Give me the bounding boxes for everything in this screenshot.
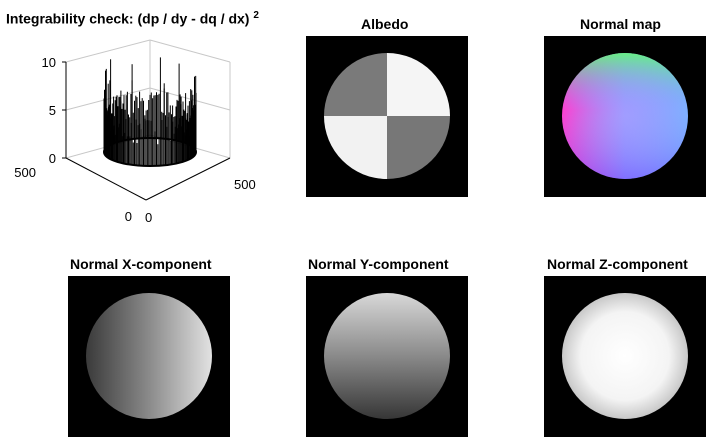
normal-map-title: Normal map [580, 16, 661, 32]
axes-box [65, 39, 231, 159]
normal-z-title: Normal Z-component [547, 256, 688, 272]
surface-ring-base [103, 137, 197, 167]
normal-x-title: Normal X-component [70, 256, 212, 272]
z-tick-10: 10 [42, 55, 56, 70]
normal-y-image [306, 276, 468, 437]
x-tick-0: 0 [145, 210, 152, 225]
normal-map-image [544, 36, 706, 197]
y-tick-500: 500 [14, 165, 36, 180]
albedo-image [306, 36, 468, 197]
z-tick-5: 5 [49, 103, 56, 118]
y-tick-0: 0 [125, 209, 132, 224]
normal-y-title: Normal Y-component [308, 256, 449, 272]
axis-lines [62, 61, 231, 201]
x-tick-500: 500 [234, 177, 256, 192]
z-tick-0: 0 [49, 151, 56, 166]
normal-x-image [68, 276, 230, 437]
normal-z-image [544, 276, 706, 437]
integrability-title: Integrability check: (dp / dy - dq / dx)… [6, 10, 259, 27]
albedo-quadrant-bl [324, 116, 387, 179]
integrability-3d-plot: 10 5 0 500 0 0 500 [14, 39, 256, 225]
albedo-quadrant-br [387, 116, 450, 179]
albedo-quadrant-tr [387, 53, 450, 116]
albedo-title: Albedo [361, 16, 409, 32]
integrability-surface [103, 57, 197, 167]
albedo-quadrant-tl [324, 53, 387, 116]
